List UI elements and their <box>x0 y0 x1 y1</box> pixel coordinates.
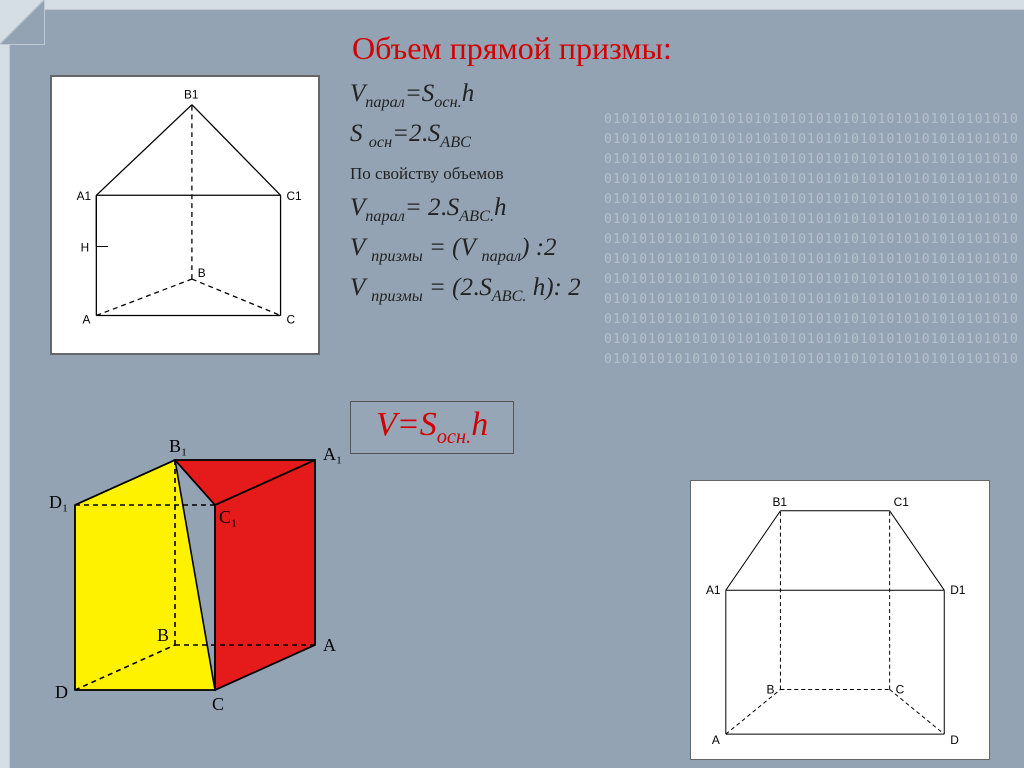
final-formula-box: V=Sосн.h <box>350 401 514 454</box>
svg-text:C₁: C₁ <box>219 507 237 527</box>
svg-text:A1: A1 <box>77 189 91 203</box>
svg-text:B1: B1 <box>772 495 787 509</box>
formula-line-1: Vпарал=Sосн.h <box>350 75 850 115</box>
svg-text:C: C <box>212 694 224 714</box>
svg-text:B1: B1 <box>184 88 198 102</box>
diagram-colored-cube: D C A B D₁ B₁ A₁ C₁ <box>45 420 365 730</box>
svg-text:A1: A1 <box>706 583 721 597</box>
svg-text:A₁: A₁ <box>323 444 342 464</box>
svg-text:A: A <box>323 635 336 655</box>
formula-list: Vпарал=Sосн.h S осн=2.SABC По свойству о… <box>350 75 850 309</box>
diagram-trapezoidal-prism: A D B C A1 D1 B1 C1 <box>690 480 990 760</box>
svg-text:A: A <box>83 312 91 326</box>
svg-text:C: C <box>286 312 295 326</box>
svg-text:B: B <box>767 682 775 696</box>
svg-text:C1: C1 <box>286 189 301 203</box>
svg-text:H: H <box>81 240 90 254</box>
formula-line-3: Vпарал= 2.SABC.h <box>350 189 850 229</box>
svg-text:B: B <box>157 625 169 645</box>
svg-text:B₁: B₁ <box>169 436 187 456</box>
svg-text:D1: D1 <box>950 583 966 597</box>
formula-line-4: V призмы = (V парал) :2 <box>350 229 850 269</box>
svg-text:D₁: D₁ <box>49 492 68 512</box>
svg-text:D: D <box>55 682 68 702</box>
svg-text:C1: C1 <box>894 495 910 509</box>
top-strip <box>45 0 1024 10</box>
svg-text:B: B <box>198 266 206 280</box>
formula-line-5: V призмы = (2.SABC. h): 2 <box>350 269 850 309</box>
left-strip <box>0 45 10 768</box>
diagram-triangular-prism: A C B H A1 C1 B1 <box>50 75 320 355</box>
svg-text:C: C <box>896 682 905 696</box>
lemma-label: По свойству объемов <box>350 161 850 187</box>
svg-text:D: D <box>950 733 959 747</box>
slide-title: Объем прямой призмы: <box>0 30 1024 67</box>
svg-text:A: A <box>712 733 720 747</box>
formula-line-2: S осн=2.SABC <box>350 115 850 155</box>
